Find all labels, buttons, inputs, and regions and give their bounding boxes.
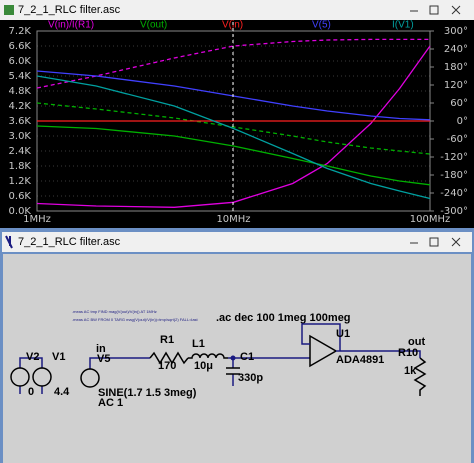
window-title: 7_2_1_RLC filter.asc [18,4,121,16]
component-value: 0 [28,386,34,398]
window-title: 7_2_1_RLC filter.asc [18,236,121,248]
component-name: U1 [336,328,350,340]
y-tick-label: 3.0K [9,131,32,142]
legend-entry[interactable]: V(5) [312,20,331,31]
y-tick-label: 5.4K [9,71,32,82]
component-name: V5 [97,353,110,365]
y2-tick-label: -240° [440,188,468,199]
y2-tick-label: 60° [450,98,468,109]
y2-tick-label: 240° [444,44,468,55]
component-value: 4.4 [54,386,70,398]
y-tick-label: 2.4K [9,146,32,157]
y2-tick-label: -60° [447,134,468,145]
directive: .meas AC tmp FIND mag(V(out)/V(in)) AT 1… [72,309,157,314]
y-tick-label: 0.6K [9,191,32,202]
component-name: R10 [398,347,418,359]
trace [36,70,431,121]
y2-tick-label: 180° [444,62,468,73]
component-value: AC 1 [98,397,123,409]
x-tick-label: 100MHz [410,214,450,225]
trace [36,125,431,186]
x-tick-label: 10MHz [216,214,250,225]
component-name: C1 [240,351,254,363]
op-amp [309,334,338,368]
component-name: V2 [26,351,39,363]
directive: .meas AC BW FROM 0 TARG mag(V(out)/V(in)… [72,317,199,322]
y2-tick-label: -120° [440,152,468,163]
app-icon [5,235,13,249]
y-tick-label: 0.0K [9,206,32,217]
legend-entry[interactable]: V(out) [140,20,167,31]
trace [36,102,431,155]
voltage-source [10,367,30,387]
y-tick-label: 4.8K [9,86,32,97]
title-bar [0,0,474,20]
y2-tick-label: -300° [440,206,468,217]
component-value: 170 [158,360,176,372]
y-tick-label: 1.2K [9,176,32,187]
y2-tick-label: 120° [444,80,468,91]
voltage-source [80,368,100,388]
window-buttons[interactable] [410,5,461,15]
close[interactable] [451,5,461,15]
component-name: L1 [192,338,205,350]
app-icon [4,5,14,15]
resistor [149,351,189,365]
y-tick-label: 4.2K [9,101,32,112]
close[interactable] [451,237,461,247]
y-tick-label: 7.2K [9,26,32,37]
maximize[interactable] [429,5,439,15]
capacitor [226,367,240,375]
component-value: ADA4891 [336,354,384,366]
y2-tick-label: -180° [440,170,468,181]
window-buttons[interactable] [410,237,461,247]
legend-entry[interactable]: V(in)/I(R1) [48,20,94,31]
component-value: 330p [238,372,263,384]
component-value: 10μ [194,360,213,372]
maximize[interactable] [429,237,439,247]
y2-tick-label: 0° [457,116,468,127]
title-bar [2,232,472,252]
trace [36,75,431,200]
inductor [188,353,228,359]
voltage-source [32,367,52,387]
net-label: out [408,336,425,348]
x-tick-label: 1MHz [23,214,51,225]
directive: .ac dec 100 1meg 100meg [216,312,351,324]
wire [19,357,150,394]
component-name: V1 [52,351,65,363]
y2-tick-label: 300° [444,26,468,37]
component-value: 1k [404,365,417,377]
component-value: SINE(1.7 1.5 3meg) [98,387,197,399]
y-tick-label: 6.0K [9,56,32,67]
wire [301,323,421,358]
junction [230,355,236,361]
y-tick-label: 3.6K [9,116,32,127]
legend-entry[interactable]: I(V1) [392,20,414,31]
y-tick-label: 1.8K [9,161,32,172]
y-tick-label: 6.6K [9,41,32,52]
trace [36,45,431,208]
net-label: in [96,343,106,355]
trace [36,38,430,89]
resistor [413,357,427,396]
component-name: R1 [160,334,174,346]
plot-area [0,20,474,228]
schematic: .meas AC tmp FIND mag(V(out)/V(in)) AT 1… [10,309,427,409]
legend-entry[interactable]: V(in) [222,20,243,31]
